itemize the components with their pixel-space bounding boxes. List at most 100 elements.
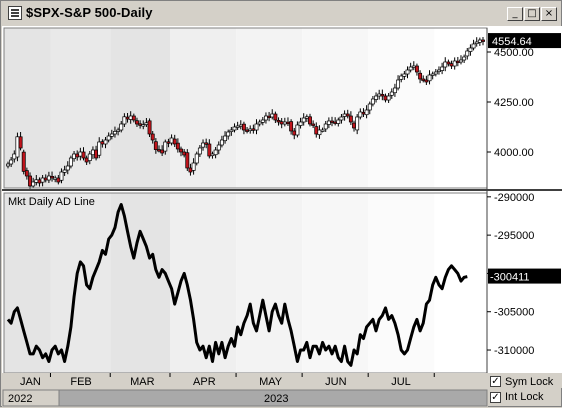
year-label-main: 2023 <box>264 393 288 405</box>
candle-up <box>31 181 36 187</box>
candle-down <box>204 142 209 145</box>
x-month-label: FEB <box>70 376 91 388</box>
candle-up <box>443 61 448 68</box>
candle-up <box>197 147 202 155</box>
ad-line <box>6 203 468 367</box>
ad-y-tick-label: -310000 <box>494 345 534 357</box>
candle-down <box>182 151 187 156</box>
candle-up <box>339 116 344 121</box>
int-lock-label: Int Lock <box>505 391 544 403</box>
candle-down <box>286 121 290 125</box>
chart-svg[interactable]: 4500.00 4250.00 4000.00 4554.64 -290000 -2950… <box>2 26 562 388</box>
candle-up <box>263 115 268 121</box>
int-lock-checkbox[interactable]: ✓ <box>490 392 501 403</box>
candle-up <box>430 73 435 76</box>
window-title: $SPX-S&P 500-Daily <box>26 5 153 20</box>
x-month-label: APR <box>193 376 216 388</box>
month-band-price <box>302 28 369 188</box>
candle-up <box>15 136 20 158</box>
candle-up <box>440 66 445 71</box>
candle-down <box>352 122 356 129</box>
month-band-price <box>110 28 171 188</box>
candle-down <box>481 39 485 42</box>
chart-area[interactable]: 4500.00 4250.00 4000.00 4554.64 -290000 -2950… <box>2 26 562 388</box>
candle-down <box>314 126 319 135</box>
month-band-price <box>170 28 237 188</box>
candle-up <box>194 153 199 164</box>
candle-up <box>254 123 259 131</box>
candle-down <box>455 60 460 64</box>
ad-last-value: -300411 <box>490 272 530 284</box>
candle-up <box>298 121 303 126</box>
candle-down <box>361 111 366 115</box>
candle-up <box>317 129 322 136</box>
candle-down <box>81 151 86 159</box>
candle-up <box>59 171 64 181</box>
candle-down <box>245 129 250 132</box>
candle-up <box>116 129 121 132</box>
candle-up <box>465 50 470 57</box>
candle-up <box>326 120 331 125</box>
candle-down <box>153 141 158 150</box>
candle-down <box>147 120 152 135</box>
candle-up <box>122 116 127 125</box>
candle-down <box>28 175 32 187</box>
candle-down <box>289 121 294 132</box>
price-y-tick-label: 4000.00 <box>494 147 534 159</box>
date-scrollbar[interactable]: 2022 2023 <box>2 388 488 408</box>
candle-up <box>468 47 473 52</box>
maximize-button[interactable]: □ <box>524 7 540 21</box>
candle-up <box>295 124 300 136</box>
candle-up <box>53 177 58 180</box>
candle-down <box>179 148 183 153</box>
candle-down <box>273 113 278 121</box>
ad-last-box <box>488 268 561 284</box>
title-bar[interactable]: $SPX-S&P 500-Daily _ □ × <box>2 2 560 24</box>
minimize-button[interactable]: _ <box>507 7 523 21</box>
window-menu-icon[interactable] <box>8 6 22 20</box>
candle-up <box>370 98 375 105</box>
candle-down <box>424 79 429 83</box>
sym-lock-checkbox[interactable]: ✓ <box>490 376 501 387</box>
candle-up <box>87 153 92 161</box>
close-button[interactable]: × <box>541 7 557 21</box>
candle-down <box>446 61 451 65</box>
candle-up <box>336 119 341 124</box>
month-band-price <box>434 28 487 188</box>
candle-down <box>43 177 48 181</box>
candle-up <box>260 119 265 123</box>
candle-up <box>411 65 416 68</box>
candle-up <box>437 69 441 72</box>
ad-panel-title: Mkt Daily AD Line <box>8 196 95 208</box>
candle-up <box>78 151 83 157</box>
candle-up <box>9 159 14 165</box>
chart-labels: 4500.00 4250.00 4000.00 4554.64 -290000 -2950… <box>8 33 561 388</box>
candle-up <box>408 66 413 71</box>
candle-up <box>72 153 77 160</box>
candle-up <box>144 122 149 125</box>
candle-up <box>355 116 360 131</box>
candle-up <box>392 87 397 94</box>
candle-down <box>175 142 180 150</box>
ad-y-tick-label: -305000 <box>494 307 534 319</box>
footer-bar: 2022 2023 ✓ Sym Lock ✓ Int Lock <box>2 376 562 408</box>
candle-up <box>367 103 372 111</box>
candle-up <box>68 157 73 167</box>
candle-down <box>276 119 281 123</box>
candle-up <box>342 113 347 117</box>
candle-down <box>160 149 165 154</box>
price-y-tick-label: 4500.00 <box>494 47 534 59</box>
y-axis-strip <box>487 28 562 373</box>
candle-down <box>94 149 99 159</box>
candle-down <box>21 151 26 172</box>
candle-up <box>213 149 218 156</box>
candle-up <box>462 56 467 61</box>
candle-up <box>405 69 410 75</box>
candle-up <box>40 177 45 183</box>
candle-up <box>358 111 363 118</box>
candle-down <box>308 116 312 125</box>
candle-up <box>65 165 70 171</box>
candle-up <box>389 91 394 96</box>
candle-down <box>292 130 297 136</box>
candle-up <box>119 123 124 131</box>
